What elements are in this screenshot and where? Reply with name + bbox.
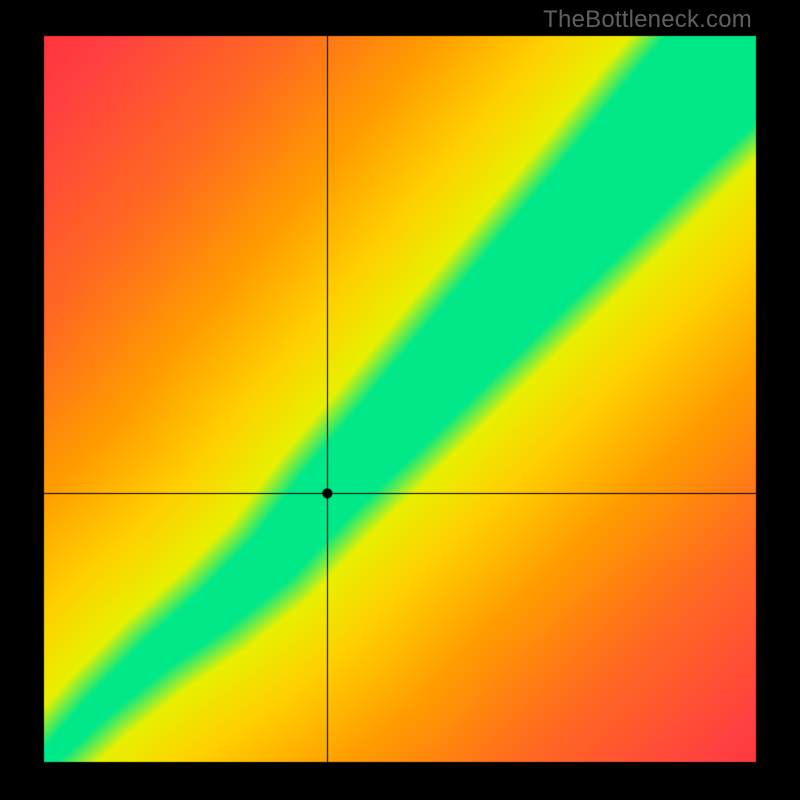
watermark-text: TheBottleneck.com	[543, 6, 752, 34]
bottleneck-heatmap	[0, 0, 800, 800]
